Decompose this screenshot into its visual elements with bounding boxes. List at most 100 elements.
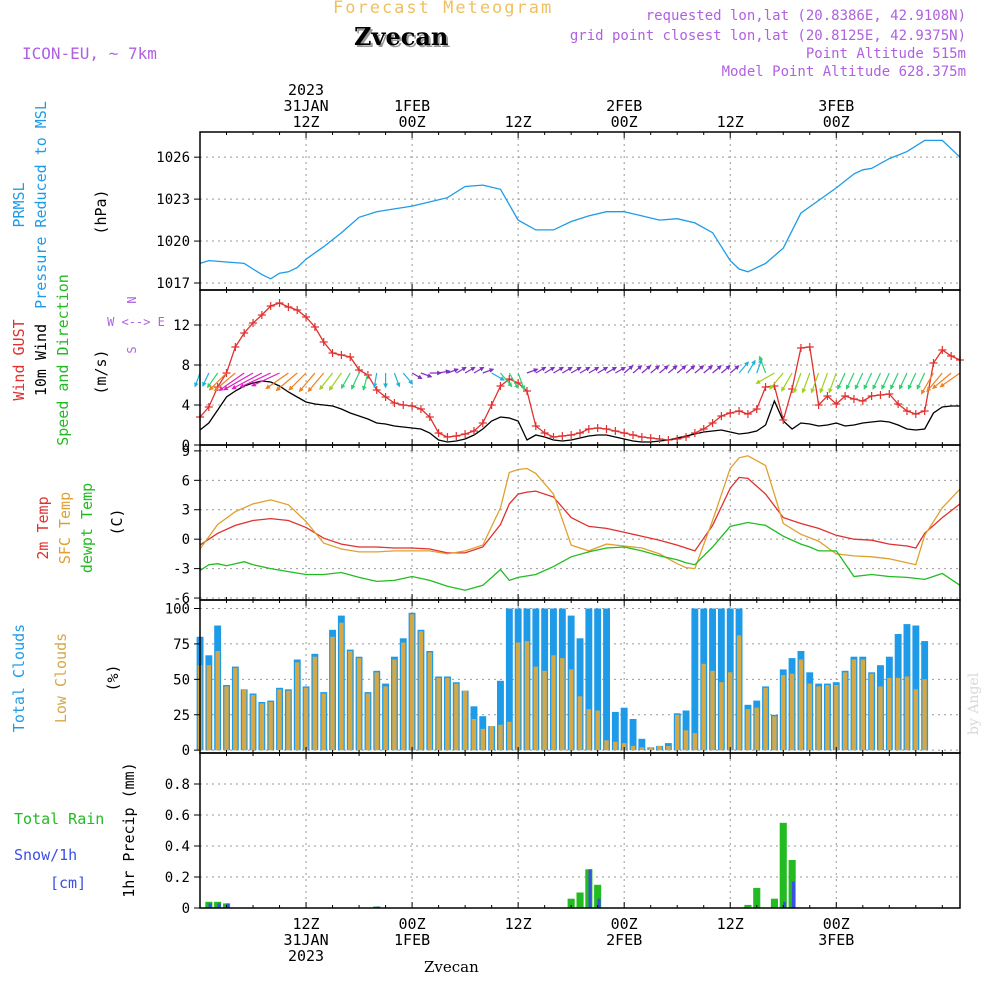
wind-gust-marker <box>355 366 364 374</box>
cloud-unit-label: (%) <box>104 664 122 691</box>
cloud-low-bar <box>250 694 256 751</box>
temp-unit-label: (C) <box>108 508 126 535</box>
wind-arrow <box>792 372 802 394</box>
cloud-low-bar <box>524 641 530 751</box>
wind-arrow <box>508 372 519 390</box>
wind-gust-marker <box>743 410 752 418</box>
chart-title: Forecast Meteogram <box>333 0 554 18</box>
wind-gust-marker <box>319 338 328 346</box>
precip-ytick-label: 0.6 <box>165 808 190 824</box>
wind-gust-marker <box>673 435 682 443</box>
cloud-low-bar <box>728 672 733 751</box>
wind-arrow <box>562 366 573 374</box>
wind-arrow <box>319 372 334 391</box>
wind-gust-marker <box>240 329 249 337</box>
cloud-low-bar <box>622 743 627 751</box>
wind-gust-marker <box>443 433 452 441</box>
cloud-low-bar <box>754 707 759 751</box>
cloud-low-bar <box>648 747 653 751</box>
wind-gust-marker <box>814 401 823 409</box>
cloud-low-bar <box>233 668 238 751</box>
wind-gust-marker <box>531 422 540 430</box>
cloud-ytick-label: 100 <box>165 602 190 618</box>
cloud-low-bar <box>498 724 503 751</box>
wind-gust-marker <box>876 391 885 399</box>
precip-snow-bar <box>588 869 592 909</box>
wind-arrow <box>473 366 485 374</box>
wind-ytick-label: 0 <box>182 438 190 454</box>
cloud-low-bar <box>206 665 211 751</box>
wind-gust-marker <box>204 403 213 411</box>
cloud-axis-label: Total Clouds <box>10 624 28 732</box>
cloud-total-bar <box>691 608 699 751</box>
time-label-top: 2FEB <box>606 97 642 115</box>
time-label-top: 12Z <box>505 113 532 131</box>
cloud-low-bar <box>869 673 874 751</box>
cloud-low-bar <box>383 686 388 751</box>
wind-gust-marker <box>249 319 258 327</box>
wind-gust-marker <box>408 402 417 410</box>
time-label-top: 00Z <box>399 113 426 131</box>
wind-gust-marker <box>620 429 629 437</box>
wind-gust-marker <box>275 299 284 307</box>
wind-arrow <box>854 372 864 390</box>
wind-arrow <box>275 372 298 392</box>
cloud-low-bar <box>710 670 715 751</box>
grid-coords: grid point closest lon,lat (20.8125E, 42… <box>569 28 966 44</box>
cloud-low-bar <box>242 689 247 751</box>
wind-gust-marker <box>726 409 735 417</box>
wind-arrow <box>455 366 467 374</box>
cloud-total-bar <box>611 711 619 751</box>
cloud-ytick-label: 50 <box>173 672 190 688</box>
wind-arrow <box>307 372 325 393</box>
cloud-low-bar <box>675 714 680 751</box>
cloud-low-bar <box>789 673 795 751</box>
cloud-total-bar <box>603 608 610 751</box>
temp-ytick-label: 9 <box>182 444 190 460</box>
wind-gust-marker <box>346 353 355 361</box>
precip-rain-bar <box>744 904 752 908</box>
cloud-low-bar <box>551 655 556 751</box>
wind-gust-marker <box>425 413 434 421</box>
time-label-bottom: 12Z <box>717 915 744 933</box>
wind-arrow <box>703 365 714 374</box>
wind-gust-marker <box>682 433 691 441</box>
cloud-low-bar <box>224 686 229 751</box>
cloud-total-bar <box>594 608 602 751</box>
temp-ytick-label: -3 <box>173 562 190 578</box>
cloud-low-bar <box>401 642 406 751</box>
temp-axis-label: 2m Temp <box>34 496 52 559</box>
wind-arrow <box>872 372 882 390</box>
cloud-low-bar <box>515 642 521 751</box>
temp-ytick-label: 6 <box>182 473 190 489</box>
wind-gust-marker <box>549 433 558 441</box>
wind-arrow <box>810 372 820 394</box>
watermark: by Angel <box>966 672 982 735</box>
temp-ytick-label: 0 <box>182 532 190 548</box>
location-title: Zvecan <box>354 22 449 51</box>
compass-south: S <box>125 346 139 353</box>
cloud-low-bar <box>454 683 459 751</box>
time-label-top: 00Z <box>823 113 850 131</box>
cloud-total-bar <box>585 608 593 751</box>
precip-ytick-label: 0.2 <box>165 870 190 886</box>
wind-gust-marker <box>381 393 390 401</box>
cloud-total-bar <box>620 707 628 751</box>
point-altitude: Point Altitude 515m <box>805 46 966 62</box>
cloud-low-bar <box>330 636 335 751</box>
cloud-low-bar <box>374 672 379 751</box>
wind-gust-marker <box>505 375 514 383</box>
wind-gust-marker <box>752 405 761 413</box>
wind-arrow <box>932 372 952 390</box>
wind-arrow <box>845 372 855 390</box>
wind-gust-marker <box>690 429 699 437</box>
wind-gust-marker <box>399 401 408 409</box>
pressure-frame <box>199 131 961 291</box>
wind-gust-marker <box>646 434 655 442</box>
time-label-top: 12Z <box>292 113 319 131</box>
wind-arrow <box>194 372 201 388</box>
wind-line-10m-wind <box>199 380 960 443</box>
wind-arrow <box>738 361 749 374</box>
